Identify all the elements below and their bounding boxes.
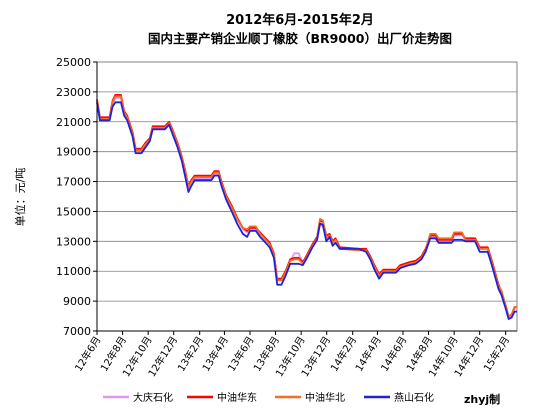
y-tick-label: 7000 (63, 325, 91, 338)
series-line-3 (96, 95, 517, 318)
chart-title-line-1: 2012年6月-2015年2月 (226, 12, 374, 28)
y-tick-label: 13000 (56, 235, 91, 248)
plot-area (96, 61, 518, 332)
y-tick-label: 25000 (56, 56, 91, 69)
grid-lines (96, 61, 518, 332)
y-tick-label: 15000 (56, 205, 91, 218)
credit-label: zhyj制 (464, 392, 500, 406)
legend: 大庆石化 中油华东 中油华北 燕山石化 (103, 391, 434, 404)
y-tick-label: 11000 (56, 265, 91, 278)
legend-label-2: 中油华东 (217, 391, 257, 404)
series-line-4 (96, 101, 517, 320)
legend-label-1: 大庆石化 (133, 391, 173, 404)
series-lines (96, 94, 517, 320)
legend-label-3: 中油华北 (305, 391, 345, 404)
y-tick-label: 19000 (56, 146, 91, 159)
y-tick-label: 21000 (56, 116, 91, 129)
y-tick-label: 17000 (56, 176, 91, 189)
y-tick-label: 9000 (63, 295, 91, 308)
y-tick-label: 23000 (56, 86, 91, 99)
y-axis-label: 单位：元/吨 (13, 168, 27, 227)
chart-title-line-2: 国内主要产销企业顺丁橡胶（BR9000）出厂价走势图 (148, 31, 452, 46)
legend-label-4: 燕山石化 (394, 391, 434, 404)
